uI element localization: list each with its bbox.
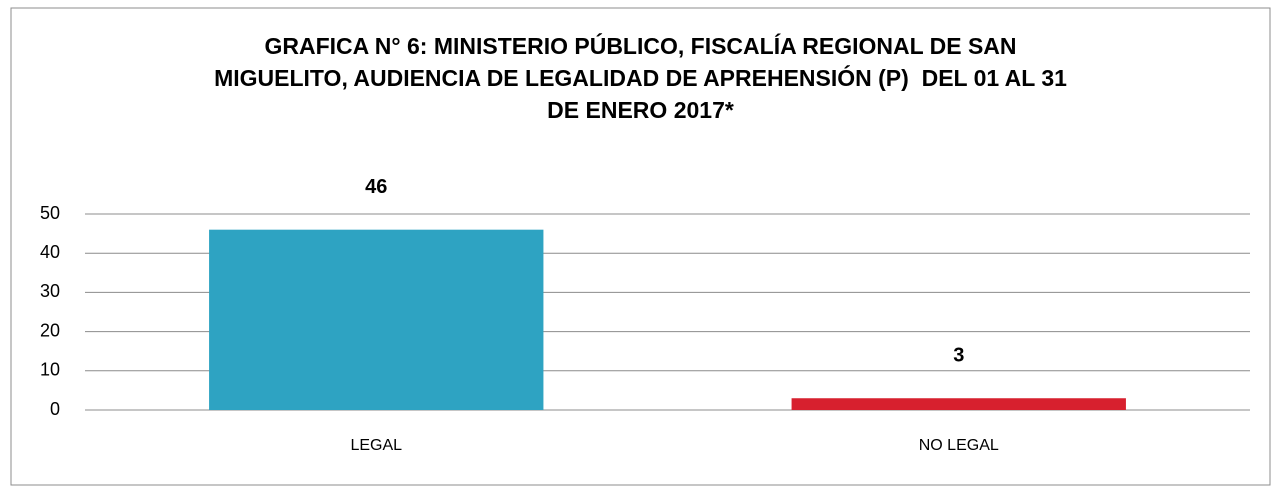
value-label: 46: [365, 176, 387, 198]
y-tick-label: 20: [40, 320, 60, 340]
x-tick-label: NO LEGAL: [919, 437, 999, 454]
chart-title: GRAFICA N° 6: MINISTERIO PÚBLICO, FISCAL…: [214, 33, 1067, 123]
x-tick-label: LEGAL: [350, 437, 402, 454]
value-label: 3: [953, 345, 964, 367]
y-tick-label: 0: [50, 399, 60, 419]
y-tick-label: 40: [40, 242, 60, 262]
y-tick-label: 30: [40, 281, 60, 301]
chart-border: [10, 7, 1271, 486]
bar: [209, 229, 544, 410]
bar: [791, 398, 1126, 410]
y-tick-label: 50: [40, 203, 60, 223]
y-tick-label: 10: [40, 360, 60, 380]
